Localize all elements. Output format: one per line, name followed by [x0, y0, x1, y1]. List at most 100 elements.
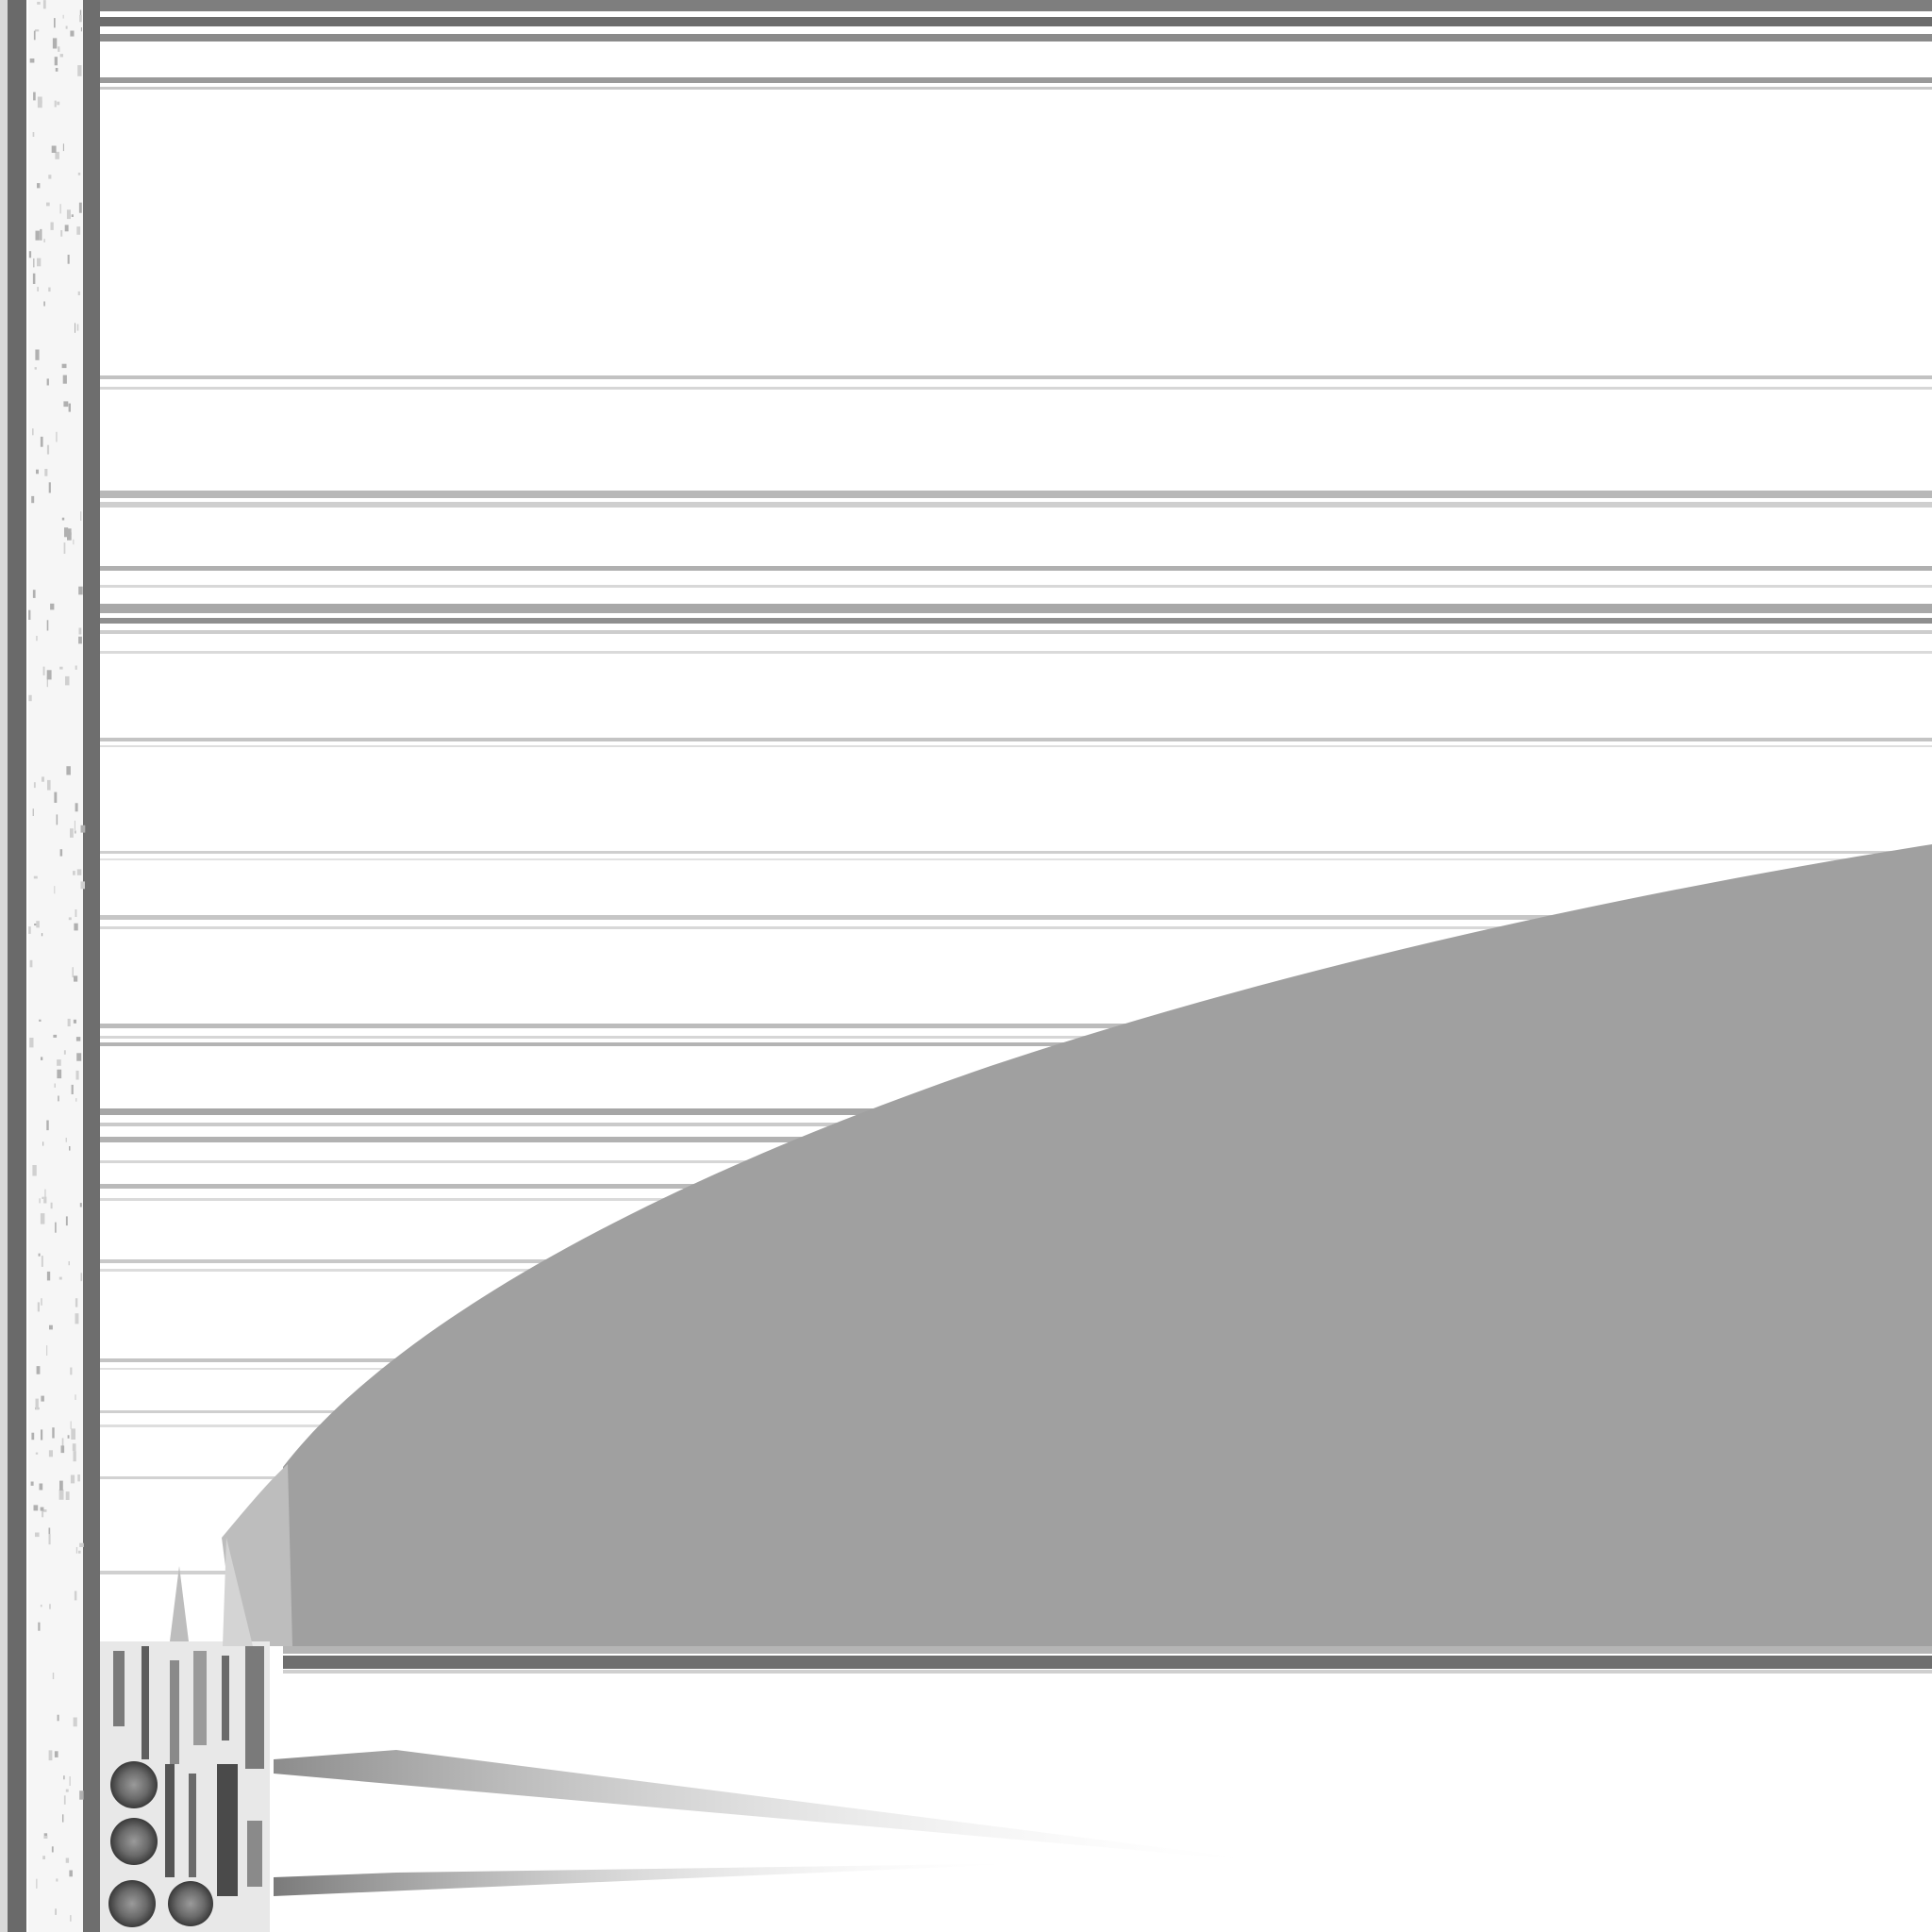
frame-speck: [60, 230, 63, 237]
frame-speck: [66, 528, 72, 536]
frame-speck: [68, 403, 71, 412]
frame-speck: [54, 1751, 58, 1757]
frame-speck: [68, 1261, 70, 1266]
cluster-bar-7: [165, 1764, 175, 1877]
frame-speck: [59, 54, 63, 58]
streak-band-17: [100, 915, 1932, 920]
frame-speck: [40, 1605, 42, 1607]
frame-speck: [75, 1547, 78, 1554]
frame-speck: [61, 1438, 64, 1447]
frame-speck: [71, 214, 74, 217]
frame-speck: [80, 1273, 83, 1282]
cluster-bar-6: [245, 1646, 264, 1769]
fading-wedge-upper: [274, 1750, 1283, 1863]
frame-speck: [58, 46, 60, 52]
frame-speck: [33, 1505, 39, 1511]
frame-speck: [42, 1141, 44, 1146]
frame-speck: [51, 1846, 54, 1853]
frame-speck: [40, 436, 43, 447]
frame-speck: [43, 301, 45, 307]
cluster-bar-5: [222, 1656, 229, 1740]
frame-speck: [76, 324, 79, 331]
frame-speck: [70, 1367, 73, 1375]
frame-speck: [48, 175, 52, 179]
frame-speck: [35, 29, 40, 32]
frame-speck: [52, 38, 58, 49]
frame-speck: [80, 881, 85, 890]
frame-speck: [29, 1038, 34, 1048]
frame-speck: [61, 517, 65, 521]
frame-speck: [67, 1018, 71, 1026]
frame-speck: [65, 675, 70, 686]
streak-band-6: [100, 502, 1932, 508]
frame-speck: [42, 1509, 47, 1512]
streak-band-3: [100, 375, 1932, 379]
frame-speck: [53, 1034, 58, 1038]
left-frame-outer: [8, 0, 26, 1932]
frame-speck: [65, 1857, 70, 1863]
frame-speck: [49, 1604, 51, 1609]
frame-speck: [46, 202, 50, 207]
frame-speck: [36, 469, 39, 475]
frame-speck: [43, 1836, 48, 1839]
frame-speck: [35, 1452, 39, 1455]
frame-speck: [57, 1714, 59, 1722]
frame-speck: [40, 1507, 44, 1511]
frame-speck: [39, 1198, 41, 1204]
frame-speck: [41, 1298, 42, 1306]
frame-speck: [37, 287, 39, 291]
cluster-bar-8: [189, 1774, 196, 1877]
streak-band-19: [100, 1024, 1932, 1028]
frame-speck: [75, 909, 77, 917]
frame-speck: [31, 495, 35, 504]
cluster-spike: [170, 1566, 189, 1641]
disc-4: [168, 1881, 213, 1926]
top-border-band-2: [85, 17, 1932, 26]
frame-speck: [76, 1053, 82, 1061]
frame-speck: [36, 921, 40, 928]
frame-speck: [58, 1276, 62, 1280]
frame-speck: [64, 527, 69, 538]
frame-speck: [65, 1138, 67, 1142]
grey-wedge-shape: [283, 844, 1932, 1646]
frame-speck: [69, 1146, 71, 1151]
frame-speck: [71, 1084, 74, 1094]
frame-speck: [68, 917, 72, 921]
streak-band-20: [100, 1036, 1932, 1039]
streak-band-8: [100, 585, 1932, 588]
frame-speck: [50, 1202, 53, 1209]
streak-band-13: [100, 738, 1932, 741]
frame-speck: [80, 824, 86, 833]
frame-speck: [46, 620, 49, 631]
frame-speck: [54, 1083, 56, 1088]
frame-speck: [79, 1790, 84, 1800]
frame-speck: [73, 1717, 77, 1727]
frame-speck: [67, 1435, 70, 1439]
frame-speck: [46, 444, 50, 455]
frame-speck: [44, 1189, 46, 1197]
streak-band-7: [100, 566, 1932, 571]
cluster-bar-9: [217, 1764, 238, 1896]
frame-speck: [59, 849, 63, 857]
frame-speck: [29, 959, 33, 968]
frame-speck: [42, 666, 45, 675]
frame-speck: [30, 1481, 34, 1486]
frame-speck: [42, 1509, 44, 1518]
cluster-bar-1: [113, 1651, 125, 1726]
frame-speck: [41, 1395, 44, 1402]
frame-speck: [51, 145, 57, 153]
frame-speck: [42, 1856, 45, 1859]
frame-speck: [54, 791, 58, 803]
frame-speck: [35, 1398, 39, 1410]
frame-speck: [37, 1302, 40, 1312]
frame-speck: [42, 1196, 43, 1199]
frame-speck: [69, 1870, 73, 1877]
frame-speck: [32, 1165, 37, 1176]
frame-speck: [36, 1366, 41, 1374]
streak-band-1: [100, 77, 1932, 83]
frame-speck: [78, 1550, 81, 1554]
frame-speck: [32, 428, 34, 436]
bottom-bar-light: [283, 1670, 1932, 1674]
frame-speck: [54, 886, 56, 894]
frame-speck: [80, 27, 82, 32]
